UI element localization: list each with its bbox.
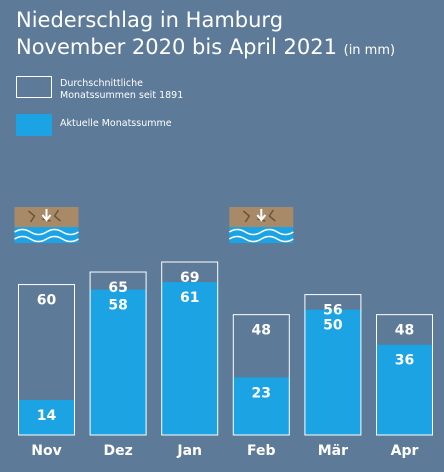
bar-current	[18, 399, 75, 435]
x-axis-tick-label: Jan	[176, 443, 202, 459]
value-label-average: 65	[108, 280, 127, 296]
bar-average	[89, 271, 147, 436]
bar-current	[161, 282, 219, 435]
bar-average	[161, 261, 219, 436]
legend-current-label: Aktuelle Monatssumme	[60, 118, 172, 129]
value-label-average: 56	[323, 303, 342, 319]
x-axis-tick-label: Mär	[318, 443, 348, 459]
bar-current	[232, 377, 290, 435]
bar-average	[376, 314, 433, 436]
value-label-current: 23	[252, 385, 271, 401]
drought-icon	[228, 207, 294, 243]
x-axis-tick-label: Dez	[103, 443, 132, 459]
value-label-current: 14	[37, 408, 57, 424]
water-wave-top	[228, 228, 294, 236]
bar-average	[232, 314, 290, 436]
x-axis-tick-label: Nov	[31, 443, 61, 459]
value-label-average: 60	[37, 293, 57, 309]
x-axis-tick-label: Apr	[391, 443, 419, 459]
bar-average	[304, 294, 362, 436]
drought-icon	[14, 207, 79, 243]
legend-average-swatch	[16, 76, 52, 98]
water-wave-bottom	[14, 235, 79, 243]
bar-current	[304, 309, 362, 435]
legend-average-line1: Durchschnittliche	[60, 78, 143, 89]
down-arrow-icon	[256, 209, 267, 222]
x-axis-tick-label: Feb	[247, 443, 276, 459]
water-wave-bottom	[228, 235, 294, 243]
bar-average	[18, 284, 75, 436]
legend-average-label: Durchschnittliche Monatssummen seit 1891	[60, 78, 183, 102]
chart-title-text: Niederschlag in Hamburg	[16, 8, 284, 32]
value-label-average: 69	[180, 270, 199, 286]
value-label-average: 48	[252, 323, 271, 339]
bar-current	[376, 344, 433, 435]
value-label-current: 61	[180, 290, 199, 306]
down-arrow-icon	[41, 209, 52, 222]
chart-unit: (in mm)	[343, 43, 396, 58]
value-label-average: 48	[395, 323, 414, 339]
legend-current-swatch	[16, 114, 52, 136]
chart-subtitle-text: November 2020 bis April 2021	[16, 35, 337, 59]
water-wave-top	[14, 228, 79, 236]
value-label-current: 50	[323, 318, 343, 334]
chart-title: Niederschlag in Hamburg	[16, 8, 283, 32]
chart-subtitle: November 2020 bis April 2021 (in mm)	[16, 35, 395, 59]
value-label-current: 36	[395, 353, 414, 369]
legend-average-line2: Monatssummen seit 1891	[60, 90, 184, 101]
value-label-current: 58	[108, 298, 127, 314]
bar-current	[89, 289, 147, 435]
